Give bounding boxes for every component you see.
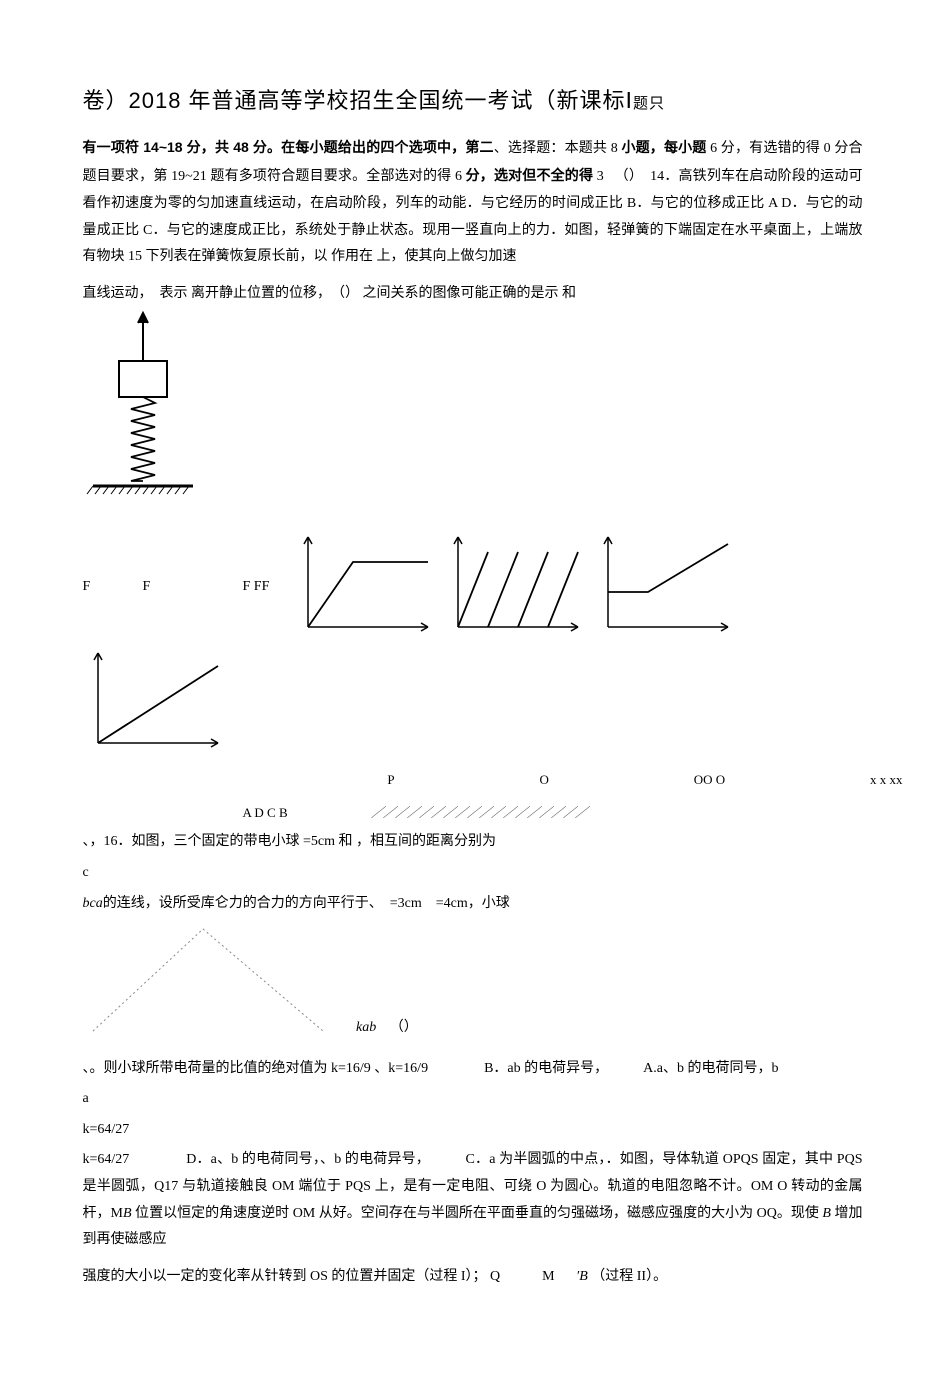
question-16-line1: 、，16．如图，三个固定的带电小球 =5cm 和 ，相互间的距离分别为 bbox=[83, 829, 863, 856]
chart-d-row bbox=[83, 648, 863, 758]
p6-t2: 位置以恒定的角速度逆时 OM 从好。空间存在与半圆所在平面垂直的匀强磁场，磁感应… bbox=[132, 1206, 823, 1221]
question-16-line2: bca的连线，设所受库仑力的合力的方向平行于、 =3cm =4cm，小球 bbox=[83, 891, 863, 918]
adcb: A D C B bbox=[243, 805, 288, 820]
question-15-text: 直线运动， 表示 离开静止位置的位移， （） 之间关系的图像可能正确的是示 和 bbox=[83, 281, 863, 308]
p2: 直线运动， 表示 离开静止位置的位移， （） 之间关系的图像可能正确的是示 和 bbox=[83, 286, 577, 301]
kab-label: kab bbox=[356, 1020, 376, 1035]
question-16-a: a bbox=[83, 1086, 863, 1113]
p3: 、，16．如图，三个固定的带电小球 =5cm 和 ，相互间的距离分别为 bbox=[83, 834, 497, 849]
adcb-row: A D C B ／／／／／／／／／／／／／／／／／／ bbox=[243, 801, 863, 826]
p4: 、。则小球所带电荷量的比值的绝对值为 k=16/9 、k=16/9 B．ab 的… bbox=[83, 1061, 779, 1076]
question-17-line2: 强度的大小以一定的变化率从针转到 OS 的位置并固定（过程 I）； Q M ′B… bbox=[83, 1264, 863, 1291]
p7-b: ′B bbox=[576, 1269, 588, 1284]
page-title: 卷）2018 年普通高等学校招生全国统一考试（新课标Ⅰ题只 bbox=[83, 80, 863, 122]
p1-c: 、选择题：本题共 8 bbox=[494, 141, 622, 156]
p7-a: 强度的大小以一定的变化率从针转到 OS 的位置并固定（过程 I）； Q M bbox=[83, 1269, 555, 1284]
question-17-text: k=64/27 D．a、b 的电荷同号，、b 的电荷异号， C．a 为半圆弧的中… bbox=[83, 1147, 863, 1253]
p5: k=64/27 bbox=[83, 1122, 130, 1137]
chart-a bbox=[293, 532, 433, 642]
f-label-2: F bbox=[143, 574, 233, 601]
instructions-paragraph: 有一项符 14~18 分，共 48 分。在每小题给出的四个选项中，第二、选择题：… bbox=[83, 134, 863, 271]
chart-d bbox=[83, 648, 223, 758]
p1-f: 分，选对但不全的得 bbox=[466, 167, 594, 183]
p6-i1: B bbox=[123, 1206, 132, 1221]
spring-figure bbox=[83, 311, 863, 522]
k-line-1: k=64/27 bbox=[83, 1117, 863, 1144]
question-16-options: 、。则小球所带电荷量的比值的绝对值为 k=16/9 、k=16/9 B．ab 的… bbox=[83, 1056, 863, 1083]
triangle-figure: kab （） bbox=[83, 921, 863, 1052]
p3-tail: 的连线，设所受库仑力的合力的方向平行于、 =3cm =4cm，小球 bbox=[103, 896, 510, 911]
f-label-3: F FF bbox=[243, 574, 283, 601]
chart-c bbox=[593, 532, 733, 642]
axis-labels-row: P O OO O x x xx bbox=[83, 768, 923, 793]
p3c: c bbox=[83, 865, 89, 880]
p1-a: 有一项符 14~18 bbox=[83, 139, 187, 155]
label-o1: O bbox=[539, 768, 548, 793]
p6-i2: B bbox=[822, 1206, 831, 1221]
p1-d: 小题，每小题 bbox=[621, 139, 706, 155]
title-main: 卷）2018 年普通高等学校招生全国统一考试（新课标Ⅰ bbox=[83, 88, 634, 113]
p1-b: 分，共 48 分。在每小题给出的四个选项中，第二 bbox=[187, 139, 494, 155]
f-label-1: F bbox=[83, 574, 133, 601]
charts-row: F F F FF bbox=[83, 532, 863, 642]
p4a: a bbox=[83, 1091, 89, 1106]
paren-label: （） bbox=[390, 1020, 418, 1035]
label-x: x x xx bbox=[870, 768, 903, 793]
p3-bca: bca bbox=[83, 896, 103, 911]
label-p: P bbox=[387, 768, 394, 793]
hatch-line: ／／／／／／／／／／／／／／／／／／ bbox=[371, 805, 587, 820]
label-o2: OO O bbox=[694, 768, 725, 793]
question-16-c: c bbox=[83, 860, 863, 887]
p7-c: （过程 II）。 bbox=[591, 1269, 667, 1284]
chart-b bbox=[443, 532, 583, 642]
title-tail: 题只 bbox=[633, 95, 665, 112]
